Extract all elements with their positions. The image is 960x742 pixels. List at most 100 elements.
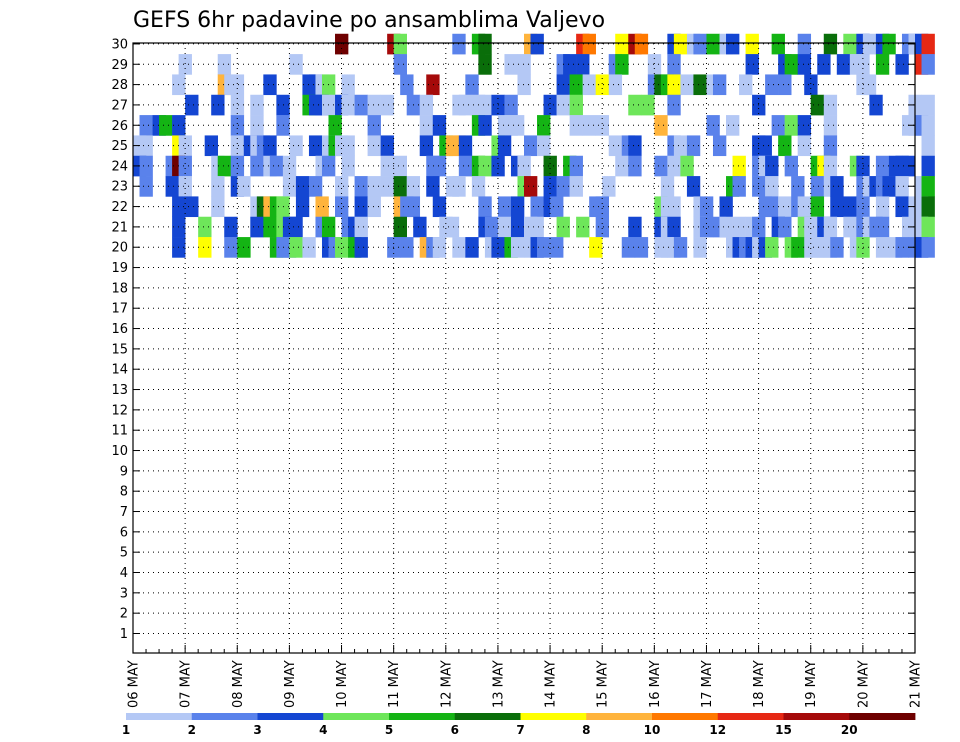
heatmap-cell <box>843 33 857 55</box>
heatmap-cell <box>921 135 935 157</box>
heatmap-cell <box>282 176 297 197</box>
colorbar-label: 7 <box>516 723 524 737</box>
heatmap-cell <box>830 196 844 218</box>
heatmap-cell <box>693 33 707 55</box>
heatmap-cell <box>595 196 610 218</box>
y-tick-label: 27 <box>111 98 128 113</box>
heatmap-cell <box>517 74 531 96</box>
heatmap-cell <box>211 94 225 116</box>
y-tick-label: 5 <box>120 546 128 561</box>
heatmap-cell <box>641 94 655 116</box>
heatmap-cell <box>458 135 473 157</box>
heatmap-cell <box>875 237 890 258</box>
heatmap-cell <box>400 237 414 258</box>
heatmap-cell <box>263 74 277 96</box>
heatmap-cell <box>647 54 662 75</box>
heatmap-cell <box>400 74 414 96</box>
y-tick-label: 28 <box>111 78 128 93</box>
heatmap-cell <box>178 176 192 197</box>
heatmap-cell <box>289 54 303 75</box>
heatmap-cell <box>263 216 277 238</box>
colorbar-swatch <box>652 713 719 720</box>
heatmap-cell <box>335 237 349 258</box>
colorbar-label: 1 <box>122 723 130 737</box>
heatmap-cell <box>510 237 525 258</box>
y-tick-label: 8 <box>120 485 128 500</box>
heatmap-cell <box>543 94 557 116</box>
heatmap-cell <box>478 33 492 55</box>
heatmap-cell <box>393 33 407 55</box>
x-tick-label: 15 MAY <box>596 660 611 708</box>
heatmap-cell <box>550 237 564 258</box>
heatmap-cell <box>478 94 492 116</box>
heatmap-cell <box>595 74 610 96</box>
heatmap-cell <box>335 196 349 218</box>
heatmap-cell <box>693 237 707 258</box>
y-axis: 1234567891011121314151617181920212223242… <box>111 37 915 642</box>
heatmap-cell <box>484 216 499 238</box>
heatmap-cell <box>510 216 525 238</box>
heatmap-cell <box>204 135 219 157</box>
heatmap-cell <box>569 115 583 136</box>
heatmap-cell <box>673 33 688 55</box>
y-tick-label: 29 <box>111 58 128 73</box>
x-tick-label: 06 MAY <box>127 660 142 708</box>
heatmap-cell <box>354 237 368 258</box>
heatmap-cell <box>308 176 323 197</box>
heatmap-cell <box>282 155 297 177</box>
heatmap-cell <box>165 176 179 197</box>
y-tick-label: 14 <box>111 363 128 378</box>
y-tick-label: 17 <box>111 302 128 317</box>
heatmap-cell <box>530 216 544 238</box>
heatmap-cell <box>895 54 909 75</box>
heatmap-cell <box>862 33 877 55</box>
heatmap-cell <box>250 155 264 177</box>
heatmap-cell <box>797 33 812 55</box>
heatmap-cell <box>784 115 798 136</box>
x-tick-label: 14 MAY <box>544 660 559 708</box>
heatmap-cell <box>367 94 381 116</box>
heatmap-cell <box>921 33 935 55</box>
heatmap-cell <box>862 74 877 96</box>
heatmap-cell <box>875 196 890 218</box>
heatmap-cell <box>765 176 779 197</box>
heatmap-cell <box>765 74 779 96</box>
heatmap-cell <box>634 33 649 55</box>
y-tick-label: 21 <box>111 220 128 235</box>
heatmap-cell <box>354 176 368 197</box>
y-tick-label: 3 <box>120 586 128 601</box>
heatmap-cell <box>308 135 323 157</box>
colorbar-swatch <box>717 713 784 720</box>
heatmap-cell <box>139 176 153 197</box>
heatmap-cell <box>185 94 199 116</box>
y-tick-label: 13 <box>111 383 128 398</box>
heatmap-cell <box>367 176 381 197</box>
heatmap-cell <box>569 176 583 197</box>
heatmap-cell <box>178 135 192 157</box>
heatmap-cell <box>921 155 935 177</box>
heatmap-cell <box>732 155 746 177</box>
heatmap-cell <box>576 216 590 238</box>
heatmap-cell <box>432 155 447 177</box>
heatmap-cell <box>478 54 492 75</box>
heatmap-cell <box>211 176 225 197</box>
colorbar-label: 15 <box>775 723 792 737</box>
heatmap-cell <box>524 135 538 157</box>
heatmap-cell <box>823 135 838 157</box>
heatmap-cell <box>726 33 740 55</box>
heatmap-cell <box>445 216 460 238</box>
heatmap-cell <box>185 196 199 218</box>
heatmap-cell <box>595 115 610 136</box>
heatmap-cell <box>882 176 896 197</box>
x-tick-label: 10 MAY <box>335 660 350 708</box>
y-tick-label: 6 <box>120 525 128 540</box>
heatmap-cell <box>797 135 812 157</box>
heatmap-cell <box>823 94 838 116</box>
x-tick-label: 12 MAY <box>439 660 454 708</box>
heatmap-cell <box>550 196 564 218</box>
heatmap-cell <box>732 216 746 238</box>
heatmap-cell <box>745 33 759 55</box>
heatmap-cell <box>432 196 447 218</box>
heatmap-cell <box>217 155 232 177</box>
x-tick-label: 19 MAY <box>804 660 819 708</box>
